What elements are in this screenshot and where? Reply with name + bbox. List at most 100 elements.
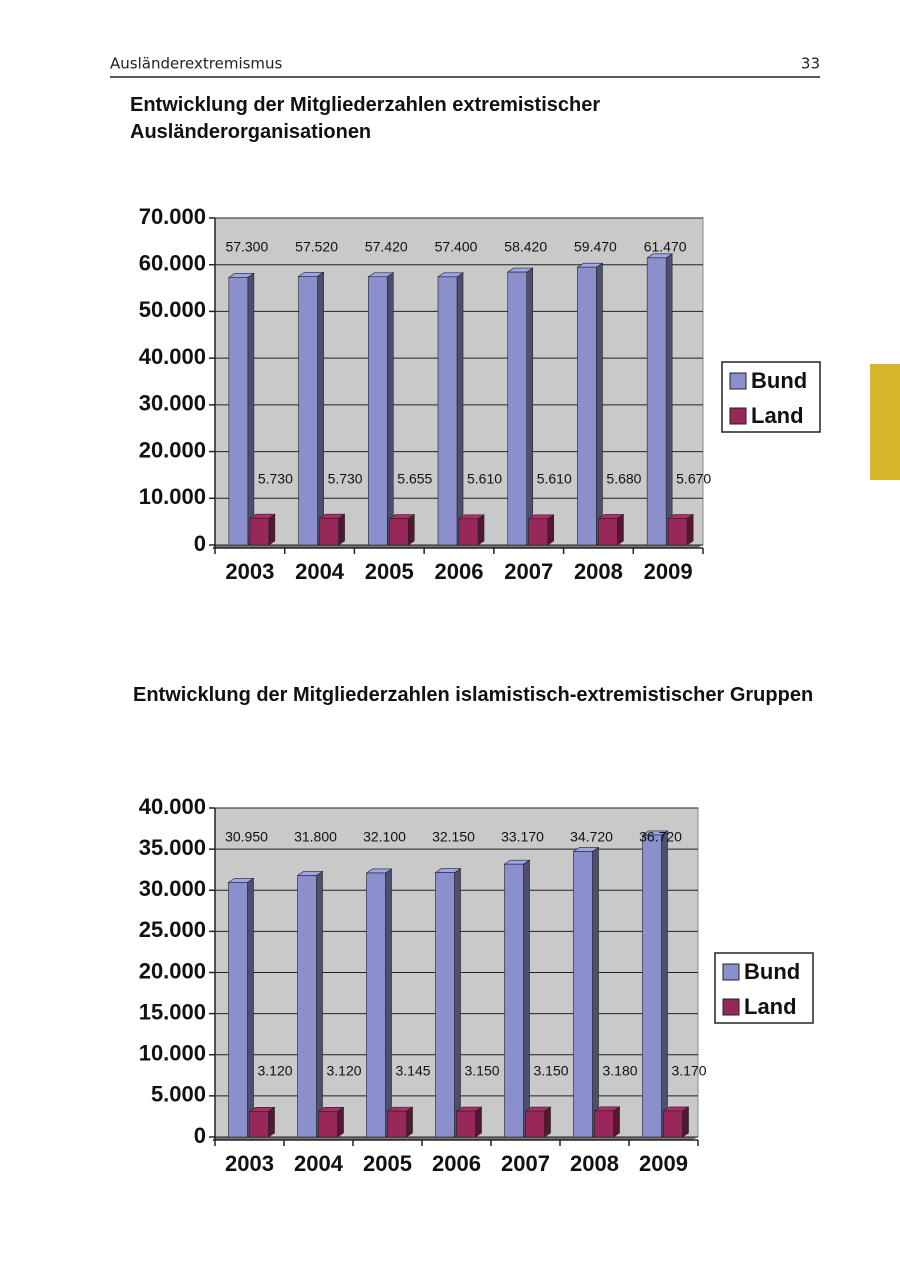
bar [594, 1110, 614, 1138]
legend-swatch [729, 407, 747, 425]
bar-side [385, 868, 392, 1138]
value-label: 32.150 [432, 829, 475, 845]
chart-title: Entwicklung der Mitgliederzahlen extremi… [130, 94, 601, 143]
y-tick-label: 20.000 [139, 437, 206, 462]
bar-side [316, 870, 323, 1138]
bar-side [386, 272, 394, 546]
value-label: 57.420 [365, 239, 408, 255]
page-number: 33 [801, 55, 820, 73]
legend-swatch [722, 998, 740, 1016]
x-tick-label: 2009 [639, 1151, 688, 1176]
bar-side [547, 514, 555, 546]
bar [528, 518, 549, 546]
value-label: 30.950 [225, 829, 268, 845]
x-tick-label: 2004 [295, 559, 345, 584]
y-tick-label: 10.000 [139, 484, 206, 509]
bar-side [337, 1106, 344, 1138]
value-label: 59.470 [574, 239, 617, 255]
bar [456, 1110, 476, 1138]
bar [366, 872, 386, 1138]
chart-title: Entwicklung der Mitgliederzahlen islamis… [133, 684, 814, 706]
bar [646, 257, 667, 546]
value-label: 57.400 [435, 239, 478, 255]
value-label: 61.470 [644, 239, 687, 255]
bar [367, 276, 388, 546]
section-tab [870, 364, 900, 480]
bar [504, 863, 524, 1138]
running-header: Ausländerextremismus [110, 55, 283, 73]
bar-side [407, 514, 415, 546]
bar-side [317, 271, 324, 546]
bar [318, 1111, 338, 1138]
y-tick-label: 25.000 [139, 917, 206, 942]
value-label: 32.100 [363, 829, 406, 845]
y-tick-label: 15.000 [139, 999, 206, 1024]
value-label: 33.170 [501, 829, 544, 845]
y-tick-label: 30.000 [139, 391, 206, 416]
value-label: 3.145 [396, 1063, 431, 1079]
legend-swatch [722, 963, 740, 981]
bar [435, 872, 455, 1138]
bar-side [247, 272, 255, 546]
y-tick-label: 35.000 [139, 835, 206, 860]
bar [297, 875, 317, 1138]
bar-side [596, 262, 603, 546]
value-label: 36.720 [639, 829, 682, 845]
y-tick-label: 60.000 [139, 251, 206, 276]
x-tick-label: 2006 [432, 1151, 481, 1176]
bar [577, 266, 597, 546]
x-tick-label: 2008 [570, 1151, 619, 1176]
bar [663, 1110, 683, 1138]
legend-label: Land [751, 403, 804, 428]
bar-side [268, 1106, 275, 1138]
x-tick-label: 2003 [225, 1151, 274, 1176]
bar-side [338, 513, 345, 546]
bar [319, 517, 339, 546]
x-tick-label: 2003 [225, 559, 274, 584]
x-tick-label: 2005 [365, 559, 414, 584]
value-label: 5.610 [537, 471, 572, 487]
bar [388, 518, 409, 546]
y-tick-label: 70.000 [139, 204, 206, 229]
bar [228, 882, 248, 1138]
bar-side [456, 272, 464, 546]
legend-label: Bund [751, 368, 807, 393]
bar [458, 518, 479, 546]
bar [298, 275, 318, 546]
value-label: 3.120 [327, 1063, 362, 1079]
value-label: 3.150 [534, 1063, 569, 1079]
y-tick-label: 5.000 [151, 1082, 206, 1107]
value-label: 3.150 [465, 1063, 500, 1079]
bar [387, 1110, 407, 1138]
bar-side [477, 514, 485, 546]
bar [507, 271, 528, 546]
y-tick-label: 20.000 [139, 958, 206, 983]
legend-swatch [729, 372, 747, 390]
bar-side [665, 253, 673, 546]
bar [525, 1110, 545, 1138]
y-tick-label: 40.000 [139, 344, 206, 369]
bar [249, 1111, 269, 1138]
bar [598, 518, 618, 546]
bar-side [523, 859, 530, 1138]
y-tick-label: 50.000 [139, 297, 206, 322]
bar-side [454, 868, 461, 1138]
x-tick-label: 2007 [504, 559, 553, 584]
value-label: 5.680 [606, 471, 641, 487]
bar [667, 518, 688, 546]
bar-side [526, 267, 534, 546]
bar [437, 276, 458, 546]
bar-side [247, 877, 254, 1138]
bar-side [475, 1106, 482, 1138]
value-label: 5.670 [676, 471, 711, 487]
bar-side [268, 513, 276, 546]
x-tick-label: 2005 [363, 1151, 412, 1176]
bar [228, 277, 249, 546]
value-label: 3.120 [258, 1063, 293, 1079]
legend-label: Land [744, 994, 797, 1019]
bar [573, 851, 593, 1138]
x-tick-label: 2008 [574, 559, 623, 584]
value-label: 31.800 [294, 829, 337, 845]
